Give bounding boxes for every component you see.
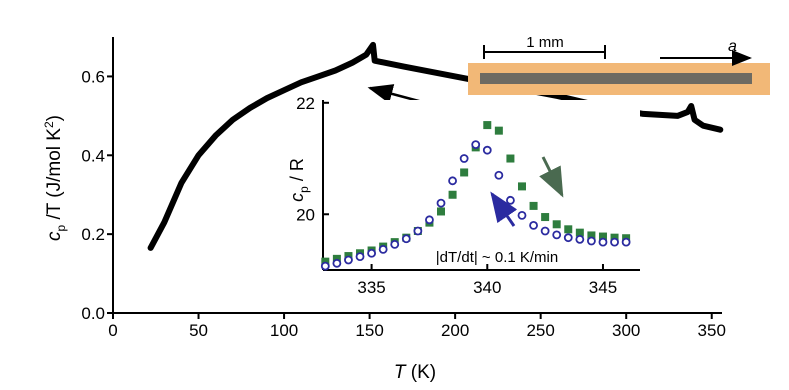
marker-square [437, 207, 446, 216]
x-tick-label: 150 [355, 321, 383, 340]
marker-circle [436, 198, 446, 208]
marker-circle [552, 230, 562, 240]
y-tick-label: 0.6 [81, 67, 105, 86]
marker-square [587, 231, 596, 240]
marker-circle [459, 154, 469, 163]
marker-square [517, 182, 526, 191]
axis-label-a: a [728, 38, 737, 55]
marker-circle [390, 239, 400, 249]
x-label-part: T [394, 362, 407, 383]
y-label-part: /T (J/mol K [44, 128, 65, 225]
marker-circle [471, 140, 481, 149]
marker-square [506, 154, 515, 163]
marker-circle [529, 221, 538, 230]
marker-circle [413, 226, 423, 236]
x-tick-label: 100 [270, 321, 298, 340]
y-label-part: p [297, 186, 311, 193]
x-tick-label: 50 [189, 321, 208, 340]
marker-square [494, 126, 503, 135]
y-axis-label: cp /T (J/mol K2) [42, 115, 68, 241]
y-label-part: ) [44, 115, 65, 121]
marker-circle [517, 210, 527, 220]
marker-circle [425, 215, 434, 225]
y-label-part: c [287, 193, 307, 202]
y-tick-label: 0.2 [81, 225, 105, 244]
y-tick-label: 0.4 [81, 146, 105, 165]
marker-circle [598, 237, 608, 247]
marker-circle [401, 234, 411, 244]
crystal [480, 73, 752, 84]
x-tick-label: 250 [526, 321, 554, 340]
scale-label: 1 mm [526, 34, 564, 51]
x-tick-label: 200 [441, 321, 469, 340]
y-tick-label: 0.0 [81, 304, 105, 323]
inset-annotation: |dT/dt| ~ 0.1 K/min [436, 249, 558, 266]
x-label-part: (K) [406, 362, 437, 383]
marker-square [541, 213, 550, 222]
cooling-arrow-inset [490, 191, 518, 227]
marker-circle [494, 170, 504, 180]
marker-circle [587, 236, 596, 246]
marker-square [483, 121, 492, 130]
y-label-part: / R [287, 158, 307, 186]
marker-circle [378, 244, 388, 254]
marker-circle [563, 233, 573, 243]
marker-square [529, 201, 538, 210]
marker-square [564, 225, 573, 234]
marker-square [598, 232, 607, 241]
y-label-part: 2 [42, 121, 56, 128]
x-tick-label: 300 [612, 321, 640, 340]
x-tick-label: 350 [698, 321, 726, 340]
marker-square [552, 220, 561, 229]
marker-circle [506, 195, 515, 205]
marker-square [460, 168, 469, 177]
x-tick-label: 345 [589, 278, 617, 297]
marker-circle [610, 237, 619, 247]
inset-plot: 335 340 345 20 22 cp / R |dT/dt| ~ 0.1 K/min [287, 94, 640, 297]
marker-circle [332, 258, 342, 268]
marker-circle [355, 252, 365, 262]
x-tick-label: 335 [357, 278, 385, 297]
data-line [147, 41, 724, 251]
marker-circle [344, 255, 353, 265]
x-tick-label: 340 [473, 278, 501, 297]
heating-arrow [539, 156, 564, 198]
marker-square [610, 233, 619, 242]
x-tick-label: 0 [108, 321, 117, 340]
marker-circle [575, 234, 585, 244]
y-tick-label: 20 [296, 205, 315, 224]
marker-circle [482, 145, 492, 155]
marker-square [321, 257, 330, 266]
y-tick-label: 22 [296, 94, 315, 113]
marker-square [575, 228, 584, 237]
marker-circle [540, 226, 550, 236]
marker-circle [448, 176, 457, 186]
marker-circle [320, 261, 330, 271]
marker-square [448, 190, 457, 199]
y-label-part: p [54, 224, 68, 231]
y-axis-label: cp / R [287, 158, 311, 202]
y-label-part: c [44, 231, 65, 241]
marker-circle [367, 248, 376, 258]
marker-square [332, 254, 341, 263]
x-axis-label: T (K) [394, 362, 436, 383]
marker-circle [621, 237, 631, 247]
